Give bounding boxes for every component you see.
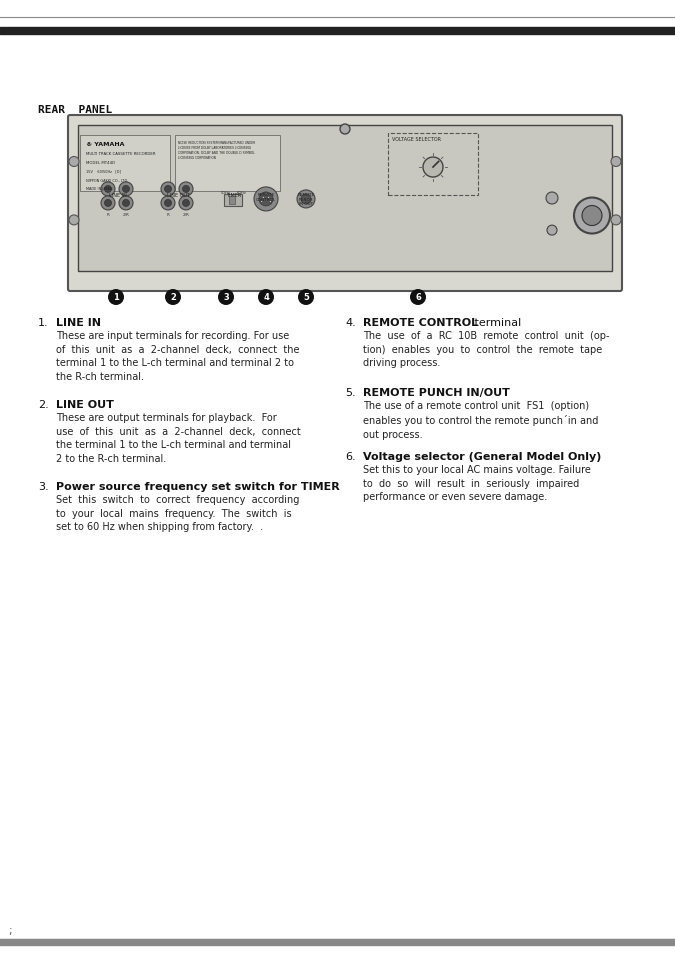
Circle shape [298,290,314,306]
Circle shape [165,200,171,207]
Text: 6.: 6. [345,452,356,461]
Circle shape [410,290,426,306]
Circle shape [108,290,124,306]
Circle shape [122,186,130,193]
Text: NIPPON GAKKI CO., LTD.: NIPPON GAKKI CO., LTD. [86,178,128,182]
Bar [80,136,170,192]
Circle shape [265,193,267,195]
Circle shape [258,290,274,306]
Text: ;: ; [8,925,11,935]
Circle shape [165,290,181,306]
Bar [175,136,280,192]
Text: 15V    60/50Hz   [D]: 15V 60/50Hz [D] [86,170,121,173]
Circle shape [182,186,190,193]
Bar [229,196,235,205]
Text: 4: 4 [263,294,269,302]
Text: REMOTE CONTROL: REMOTE CONTROL [363,317,478,328]
Text: LINE OUT: LINE OUT [56,399,114,410]
Circle shape [182,200,190,207]
Text: 5: 5 [303,294,309,302]
Text: Voltage selector (General Model Only): Voltage selector (General Model Only) [363,452,601,461]
Text: The  use  of  a  RC  10B  remote  control  unit  (op-
tion)  enables  you  to  c: The use of a RC 10B remote control unit … [363,331,610,368]
Text: LINE OUT: LINE OUT [167,193,190,198]
Text: 2.: 2. [38,399,49,410]
Bar [78,126,612,272]
FancyBboxPatch shape [68,116,622,292]
Circle shape [69,157,79,168]
Circle shape [423,158,443,178]
Text: 2/R: 2/R [123,213,130,216]
Text: VOLTAGE SELECTOR: VOLTAGE SELECTOR [392,137,441,142]
Text: 1.: 1. [38,317,49,328]
Text: REMOTE
CONTROL: REMOTE CONTROL [256,193,276,201]
Text: 6: 6 [415,294,421,302]
Text: LINE IN: LINE IN [109,193,127,198]
Circle shape [101,196,115,211]
Circle shape [122,200,130,207]
Text: 5.: 5. [345,388,356,397]
Circle shape [259,193,273,207]
Circle shape [105,186,111,193]
Text: 2/R: 2/R [182,213,190,216]
Bar [388,133,478,196]
Circle shape [179,196,193,211]
Text: NOISE REDUCTION SYSTEM MANUFACTURED UNDER
LICENSE FROM DOLBY LABORATORIES LICENS: NOISE REDUCTION SYSTEM MANUFACTURED UNDE… [178,140,255,160]
Circle shape [179,183,193,196]
Circle shape [218,290,234,306]
Text: R: R [107,213,109,216]
Circle shape [582,206,602,226]
Text: Set  this  switch  to  correct  frequency  according
to  your  local  mains  fre: Set this switch to correct frequency acc… [56,495,300,532]
Circle shape [546,193,558,205]
Circle shape [165,186,171,193]
Text: REAR  PANEL: REAR PANEL [38,105,112,115]
Text: MODEL MT44D: MODEL MT44D [86,161,115,165]
Circle shape [547,226,557,236]
Text: The use of a remote control unit  FS1  (option)
enables you to control the remot: The use of a remote control unit FS1 (op… [363,400,598,439]
Circle shape [105,200,111,207]
Text: MADE IN JAPAN: MADE IN JAPAN [86,187,113,192]
Text: 2: 2 [170,294,176,302]
Text: TIMER: TIMER [226,193,242,198]
Circle shape [297,191,315,209]
Text: Set this to your local AC mains voltage. Failure
to  do  so  will  result  in  s: Set this to your local AC mains voltage.… [363,464,591,501]
Circle shape [263,197,265,199]
Circle shape [267,197,269,199]
Circle shape [161,196,175,211]
Text: These are input terminals for recording. For use
of  this  unit  as  a  2-channe: These are input terminals for recording.… [56,331,300,381]
Circle shape [340,125,350,135]
Circle shape [119,183,133,196]
Circle shape [161,183,175,196]
Bar [224,194,242,207]
Circle shape [119,196,133,211]
Text: These are output terminals for playback.  For
use  of  this  unit  as  a  2-chan: These are output terminals for playback.… [56,413,301,463]
Text: REMOTE
PUNCH
IN OUT: REMOTE PUNCH IN OUT [297,193,315,206]
Text: MULTI TRACK CASSETTE RECORDER: MULTI TRACK CASSETTE RECORDER [86,152,155,156]
Text: Power source frequency set switch for TIMER: Power source frequency set switch for TI… [56,481,340,492]
Text: LINE IN: LINE IN [56,317,101,328]
Circle shape [69,215,79,226]
Text: 60Hz: 60Hz [237,191,247,194]
Text: REMOTE PUNCH IN/OUT: REMOTE PUNCH IN/OUT [363,388,510,397]
Text: R: R [167,213,169,216]
Circle shape [301,194,311,205]
Circle shape [261,201,263,203]
Text: 50Hz: 50Hz [221,191,231,194]
Text: ® YAMAHA: ® YAMAHA [86,142,124,147]
Circle shape [611,157,621,168]
Circle shape [269,201,271,203]
Circle shape [254,188,278,212]
Text: 1: 1 [113,294,119,302]
Text: 4.: 4. [345,317,356,328]
Circle shape [101,183,115,196]
Text: 3.: 3. [38,481,49,492]
Text: 3: 3 [223,294,229,302]
Text: terminal: terminal [471,317,521,328]
Circle shape [611,215,621,226]
Circle shape [574,198,610,234]
